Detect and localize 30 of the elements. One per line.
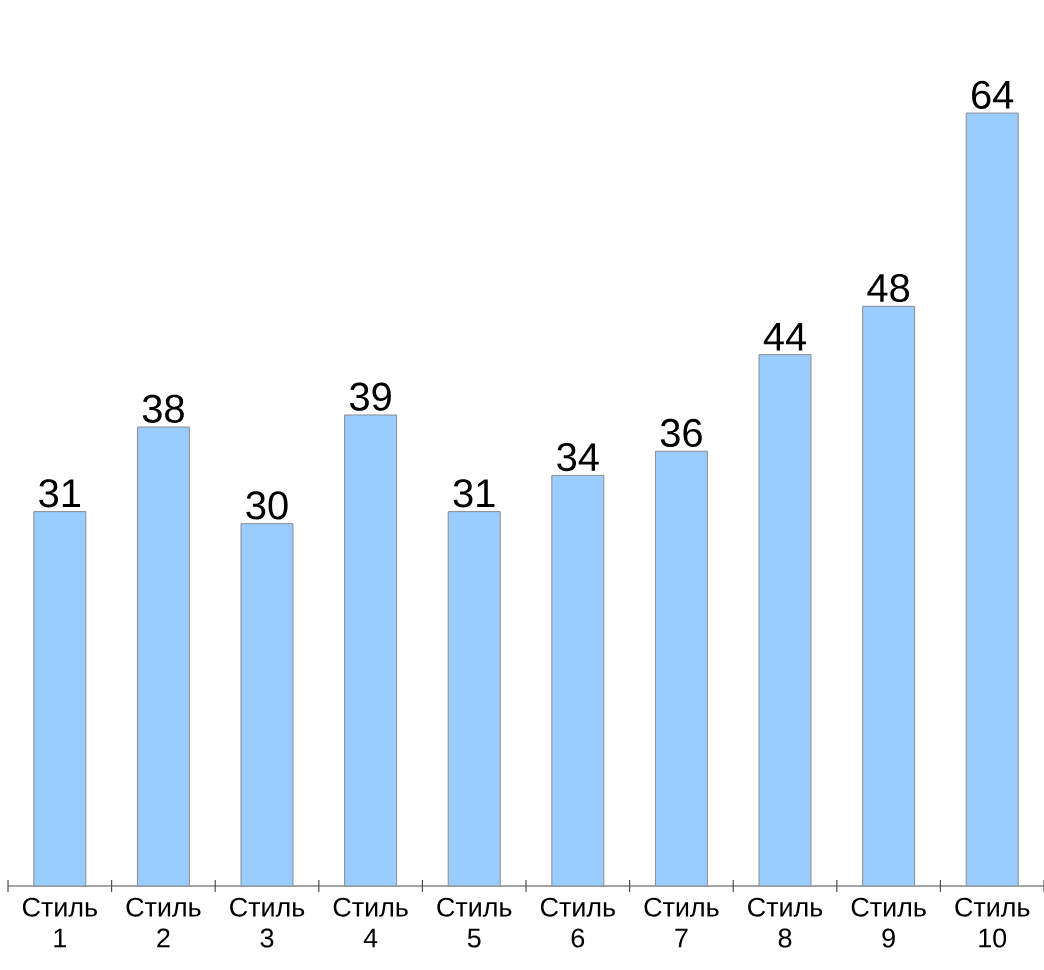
bar	[758, 354, 812, 887]
data-label: 34	[557, 442, 599, 472]
x-tick-label: Стиль 9	[851, 897, 926, 948]
data-label: 48	[867, 273, 910, 303]
bar	[862, 305, 916, 887]
x-tick-label: Стиль 1	[22, 897, 97, 948]
bar	[965, 112, 1019, 887]
data-label: 30	[246, 491, 288, 520]
x-tick-label: Стиль 8	[748, 897, 823, 948]
x-tick-label: Стиль 10	[955, 897, 1030, 948]
data-label: 31	[39, 479, 81, 508]
x-tick-label: Стиль 7	[644, 897, 719, 948]
data-label: 38	[142, 394, 184, 423]
x-tick-label: Стиль 2	[126, 897, 201, 948]
data-label: 36	[660, 418, 702, 448]
data-label: 64	[972, 80, 1014, 109]
bar	[33, 511, 87, 887]
bar	[654, 450, 708, 887]
x-tick-label: Стиль 3	[230, 897, 305, 948]
bar	[551, 474, 605, 887]
bar	[240, 523, 294, 887]
x-tick-label: Стиль 5	[437, 897, 512, 948]
data-label: 39	[349, 382, 391, 411]
x-tick-label: Стиль 4	[333, 897, 408, 948]
x-tick-label: Стиль 6	[540, 897, 615, 948]
bar	[447, 511, 501, 887]
bar	[136, 426, 190, 887]
data-label: 31	[453, 479, 495, 508]
bar	[344, 414, 398, 887]
data-label: 44	[763, 323, 806, 351]
